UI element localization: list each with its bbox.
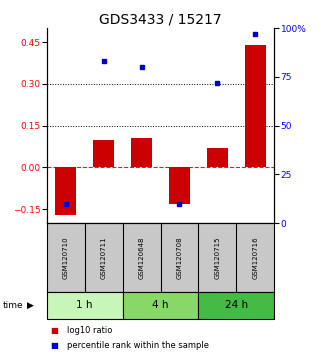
Text: ■: ■ <box>50 326 58 336</box>
Text: 24 h: 24 h <box>225 300 248 310</box>
Bar <box>198 292 274 319</box>
Bar <box>131 138 152 167</box>
Text: 1 h: 1 h <box>76 300 93 310</box>
Text: GSM120716: GSM120716 <box>252 236 258 279</box>
Bar <box>55 167 76 215</box>
Bar <box>123 292 198 319</box>
Text: GDS3433 / 15217: GDS3433 / 15217 <box>99 12 222 27</box>
Text: ■: ■ <box>50 341 58 350</box>
Bar <box>93 139 114 167</box>
Text: time: time <box>3 301 24 310</box>
Text: ▶: ▶ <box>27 301 34 310</box>
Text: GSM120648: GSM120648 <box>138 236 144 279</box>
Text: GSM120708: GSM120708 <box>177 236 183 279</box>
Bar <box>47 292 123 319</box>
Bar <box>169 167 190 204</box>
Text: GSM120710: GSM120710 <box>63 236 69 279</box>
Text: GSM120711: GSM120711 <box>100 236 107 279</box>
Text: GSM120715: GSM120715 <box>214 236 221 279</box>
Bar <box>207 148 228 167</box>
Text: 4 h: 4 h <box>152 300 169 310</box>
Bar <box>245 45 266 167</box>
Text: log10 ratio: log10 ratio <box>67 326 113 336</box>
Text: percentile rank within the sample: percentile rank within the sample <box>67 341 209 350</box>
